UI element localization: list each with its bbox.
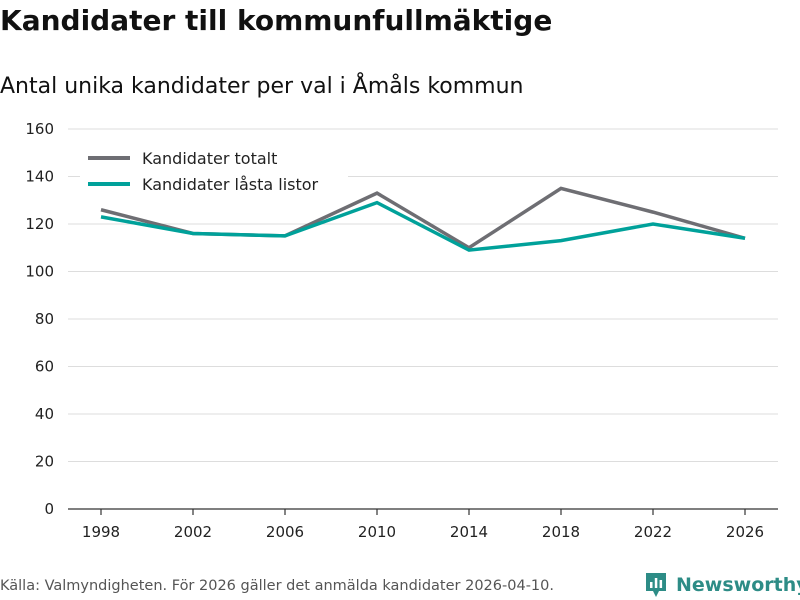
y-tick-label-0: 0	[44, 500, 54, 518]
line-chart: 0 20 40 60 80 100 120 140 160 1998 2002 2006 2010 201…	[25, 120, 778, 541]
x-tick-label-2018: 2018	[542, 523, 580, 541]
y-tick-label-20: 20	[35, 453, 54, 471]
axis-layer: 0 20 40 60 80 100 120 140 160 1998 2002 2006 2010 201…	[25, 120, 778, 541]
x-tick-label-1998: 1998	[82, 523, 120, 541]
source-note: Källa: Valmyndigheten. För 2026 gäller d…	[0, 578, 554, 594]
x-tick-label-2006: 2006	[266, 523, 304, 541]
newsworthy-icon	[646, 573, 666, 597]
x-tick-label-2026: 2026	[726, 523, 764, 541]
legend-layer: Kandidater totalt Kandidater låsta listor	[80, 142, 348, 204]
legend-label-0: Kandidater totalt	[142, 149, 277, 168]
newsworthy-logo: Newsworthy	[644, 570, 800, 600]
x-tick-label-2022: 2022	[634, 523, 672, 541]
y-tick-label-40: 40	[35, 405, 54, 423]
y-tick-label-100: 100	[25, 263, 54, 281]
x-tick-label-2002: 2002	[174, 523, 212, 541]
y-tick-label-120: 120	[25, 215, 54, 233]
legend-label-1: Kandidater låsta listor	[142, 175, 319, 194]
x-tick-label-2014: 2014	[450, 523, 488, 541]
chart-subtitle: Antal unika kandidater per val i Åmåls k…	[0, 74, 524, 99]
legend-background	[80, 142, 348, 204]
x-tick-label-2010: 2010	[358, 523, 396, 541]
series-line-kandidater-lasta-listor	[100, 200, 746, 252]
y-tick-label-140: 140	[25, 168, 54, 186]
chart-title: Kandidater till kommunfullmäktige	[0, 4, 553, 37]
grid-layer	[68, 128, 778, 462]
y-tick-label-80: 80	[35, 310, 54, 328]
y-tick-label-60: 60	[35, 358, 54, 376]
brand-name: Newsworthy	[676, 574, 800, 596]
series-layer	[100, 186, 746, 252]
y-tick-label-160: 160	[25, 120, 54, 138]
